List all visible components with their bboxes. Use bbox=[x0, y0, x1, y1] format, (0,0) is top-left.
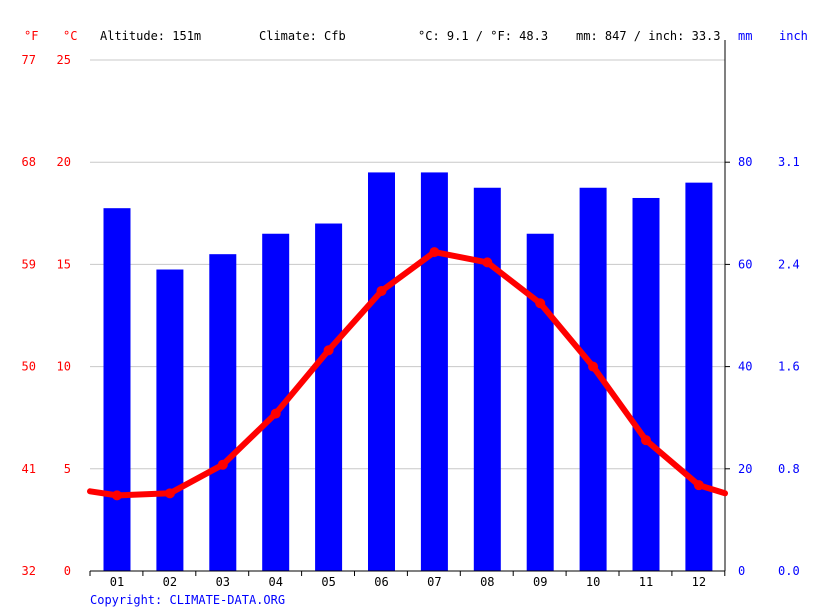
mm-tick-label: 20 bbox=[738, 462, 752, 476]
celsius-tick-label: 25 bbox=[57, 53, 71, 67]
inch-tick-label: 0.8 bbox=[778, 462, 800, 476]
inch-tick-label: 1.6 bbox=[778, 360, 800, 374]
inch-tick-label: 0.0 bbox=[778, 564, 800, 578]
temperature-line-group bbox=[87, 247, 728, 501]
month-tick-label: 05 bbox=[321, 575, 335, 589]
precipitation-bar bbox=[526, 233, 554, 572]
precipitation-bar bbox=[315, 223, 343, 571]
celsius-tick-label: 5 bbox=[64, 462, 71, 476]
fahrenheit-unit-label: °F bbox=[24, 29, 38, 43]
precipitation-bar bbox=[209, 254, 237, 571]
precipitation-bar bbox=[103, 208, 131, 571]
temperature-point bbox=[429, 247, 440, 258]
temperature-line bbox=[87, 249, 728, 499]
mm-tick-label: 60 bbox=[738, 257, 752, 271]
temperature-point bbox=[482, 257, 493, 268]
month-tick-label: 09 bbox=[533, 575, 547, 589]
month-tick-label: 11 bbox=[639, 575, 653, 589]
fahrenheit-tick-label: 59 bbox=[22, 257, 36, 271]
fahrenheit-tick-label: 68 bbox=[22, 155, 36, 169]
climate-label: Climate: Cfb bbox=[259, 29, 346, 43]
temperature-point bbox=[112, 490, 122, 501]
month-tick-label: 02 bbox=[163, 575, 177, 589]
temperature-point bbox=[164, 488, 175, 499]
temperature-point bbox=[217, 459, 228, 470]
celsius-unit-label: °C bbox=[63, 29, 77, 43]
mm-tick-label: 0 bbox=[738, 564, 745, 578]
temperature-point bbox=[323, 345, 334, 356]
temperature-point bbox=[270, 408, 281, 419]
inch-tick-label: 2.4 bbox=[778, 257, 800, 271]
celsius-tick-label: 10 bbox=[57, 360, 71, 374]
temperature-point bbox=[535, 298, 546, 309]
celsius-tick-label: 15 bbox=[57, 257, 71, 271]
celsius-tick-label: 20 bbox=[57, 155, 71, 169]
precipitation-bar bbox=[420, 172, 448, 572]
fahrenheit-tick-label: 77 bbox=[22, 53, 36, 67]
fahrenheit-tick-label: 41 bbox=[22, 462, 36, 476]
fahrenheit-tick-label: 32 bbox=[22, 564, 36, 578]
celsius-tick-label: 0 bbox=[64, 564, 71, 578]
precipitation-bar bbox=[473, 187, 501, 571]
temperature-point bbox=[693, 480, 704, 491]
tick-labels: 0 32 5 41 10 50 15 59 20 68 25 77 0 0.0 20 0.8 40 1.6 60 2.… bbox=[22, 53, 800, 589]
mm-tick-label: 80 bbox=[738, 155, 752, 169]
average-temperature-label: °C: 9.1 / °F: 48.3 bbox=[418, 29, 548, 43]
inch-unit-label: inch bbox=[779, 29, 808, 43]
mm-tick-label: 40 bbox=[738, 360, 752, 374]
mm-unit-label: mm bbox=[738, 29, 752, 43]
altitude-label: Altitude: 151m bbox=[100, 29, 201, 43]
temperature-point bbox=[376, 285, 387, 296]
copyright-label: Copyright: CLIMATE-DATA.ORG bbox=[90, 593, 285, 607]
precipitation-bar bbox=[685, 182, 713, 571]
temperature-point bbox=[641, 435, 651, 446]
month-tick-label: 06 bbox=[374, 575, 388, 589]
temperature-point bbox=[588, 361, 599, 372]
precipitation-total-label: mm: 847 / inch: 33.3 bbox=[576, 29, 721, 43]
precipitation-bars bbox=[103, 172, 713, 572]
precipitation-bar bbox=[156, 269, 184, 571]
precipitation-bar bbox=[368, 172, 395, 572]
gridlines bbox=[90, 59, 725, 470]
month-tick-label: 12 bbox=[692, 575, 706, 589]
month-tick-label: 04 bbox=[268, 575, 282, 589]
inch-tick-label: 3.1 bbox=[778, 155, 800, 169]
axes bbox=[89, 40, 730, 576]
month-tick-label: 01 bbox=[110, 575, 124, 589]
month-tick-label: 03 bbox=[216, 575, 230, 589]
month-tick-label: 07 bbox=[427, 575, 441, 589]
month-tick-label: 10 bbox=[586, 575, 600, 589]
month-tick-label: 08 bbox=[480, 575, 494, 589]
precipitation-bar bbox=[632, 197, 660, 571]
fahrenheit-tick-label: 50 bbox=[22, 360, 36, 374]
